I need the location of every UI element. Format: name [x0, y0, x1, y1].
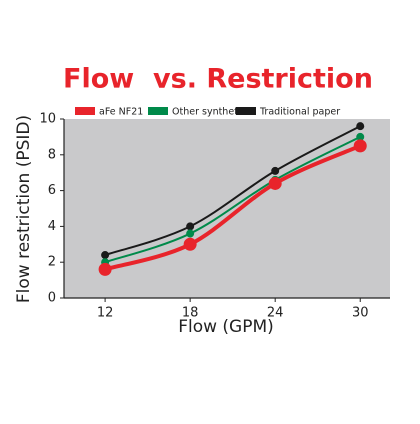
x-tick-label: 18 [182, 306, 199, 321]
series-line [104, 136, 361, 264]
y-axis-label: Flow restriction (PSID) [14, 115, 34, 303]
data-point [183, 237, 197, 251]
data-point [356, 132, 365, 141]
data-point [101, 251, 110, 260]
x-tick-label: 12 [97, 306, 114, 321]
data-point [186, 222, 195, 231]
legend-swatch [75, 107, 95, 115]
y-tick-label: 0 [48, 291, 56, 306]
series-line [104, 144, 362, 272]
y-tick-label: 2 [48, 255, 56, 270]
legend-label: aFe NF21 [99, 107, 143, 118]
data-point [186, 229, 195, 238]
data-point [356, 122, 365, 131]
legend-label: Other synthetic [172, 107, 246, 118]
y-tick-label: 10 [39, 112, 56, 127]
x-tick-label: 30 [352, 306, 369, 321]
series-line [104, 125, 361, 256]
x-tick-label: 24 [267, 306, 284, 321]
chart-title: Flow vs. Restriction [63, 64, 373, 95]
data-point [271, 166, 280, 175]
data-point [98, 262, 112, 276]
x-axis-label: Flow (GPM) [178, 317, 274, 337]
data-point [268, 176, 282, 190]
legend-swatch [148, 107, 168, 115]
y-tick-label: 4 [48, 219, 56, 234]
y-tick-label: 6 [48, 183, 56, 198]
data-point [353, 139, 367, 153]
legend-label: Traditional paper [259, 107, 340, 118]
y-tick-label: 8 [48, 147, 56, 162]
legend-swatch [236, 107, 256, 115]
